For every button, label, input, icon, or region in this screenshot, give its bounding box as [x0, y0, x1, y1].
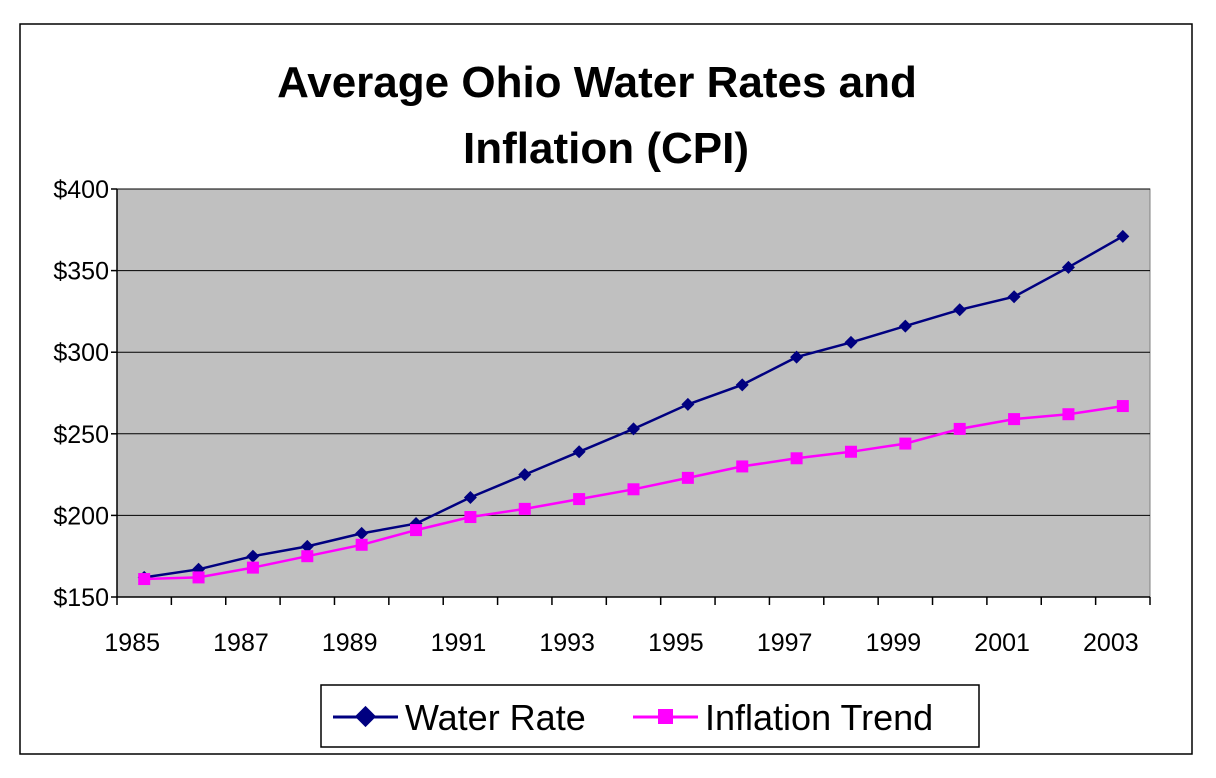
x-tick-label: 1987	[213, 629, 269, 657]
data-point-inflation-trend	[790, 452, 803, 465]
data-point-water-rate	[1061, 260, 1075, 274]
data-point-water-rate	[355, 526, 369, 540]
tick-labels: $150 $200 $250 $300 $350 $400 1985 1987 1989 1991…	[53, 176, 1138, 657]
x-tick-label: 1997	[757, 629, 813, 657]
data-point-water-rate	[1007, 290, 1021, 304]
data-point-inflation-trend	[192, 571, 205, 584]
data-point-inflation-trend	[627, 483, 640, 496]
x-tick-label: 1991	[431, 629, 487, 657]
data-point-inflation-trend	[518, 502, 531, 515]
y-tick-label: $200	[53, 502, 109, 530]
y-tick-label: $400	[53, 176, 109, 204]
chart-title-line-1: Average Ohio Water Rates and	[277, 58, 917, 107]
data-point-water-rate	[953, 303, 967, 317]
data-point-water-rate	[627, 422, 640, 436]
data-point-inflation-trend	[1008, 413, 1021, 426]
data-point-water-rate	[246, 549, 260, 563]
data-point-water-rate	[463, 490, 477, 504]
data-point-inflation-trend	[899, 437, 912, 450]
data-point-inflation-trend	[1062, 408, 1075, 421]
data-point-inflation-trend	[410, 524, 423, 537]
y-tick-label: $300	[53, 339, 109, 367]
data-point-water-rate	[572, 445, 586, 459]
x-tick-label: 1989	[322, 629, 378, 657]
data-point-water-rate	[898, 319, 912, 333]
data-point-inflation-trend	[301, 550, 314, 563]
data-point-inflation-trend	[1116, 400, 1129, 413]
x-tick-label: 1999	[866, 629, 922, 657]
chart-title-line-2: Inflation (CPI)	[463, 124, 749, 173]
legend-marker-inflation-trend	[658, 709, 673, 724]
data-point-water-rate	[844, 335, 858, 349]
data-point-inflation-trend	[464, 511, 477, 524]
data-point-inflation-trend	[246, 561, 259, 574]
data-point-water-rate	[681, 397, 695, 411]
x-tick-label: 1995	[648, 629, 704, 657]
data-point-water-rate	[518, 468, 532, 482]
data-point-inflation-trend	[355, 538, 368, 551]
series-layer	[137, 229, 1130, 586]
data-point-inflation-trend	[736, 460, 749, 473]
legend-marker-water-rate	[354, 705, 377, 728]
x-tick-label: 1993	[539, 629, 595, 657]
y-tick-label: $150	[53, 584, 109, 612]
x-tick-label: 2001	[974, 629, 1030, 657]
plot-area	[116, 188, 1151, 598]
data-point-water-rate	[1116, 229, 1130, 243]
legend-label-water-rate: Water Rate	[405, 697, 586, 738]
legend: Water Rate Inflation Trend	[320, 684, 980, 748]
x-tick-label: 1985	[104, 629, 160, 657]
x-tick-label: 2003	[1083, 629, 1139, 657]
data-point-water-rate	[790, 350, 804, 364]
data-point-inflation-trend	[844, 445, 857, 458]
y-tick-label: $350	[53, 258, 109, 286]
data-point-water-rate	[300, 539, 314, 553]
data-point-inflation-trend	[953, 422, 966, 435]
data-point-inflation-trend	[681, 471, 694, 484]
data-point-inflation-trend	[138, 573, 151, 586]
data-point-water-rate	[735, 378, 749, 392]
data-point-inflation-trend	[573, 493, 586, 506]
legend-label-inflation-trend: Inflation Trend	[705, 697, 933, 738]
y-tick-label: $250	[53, 421, 109, 449]
axes	[111, 188, 1151, 605]
